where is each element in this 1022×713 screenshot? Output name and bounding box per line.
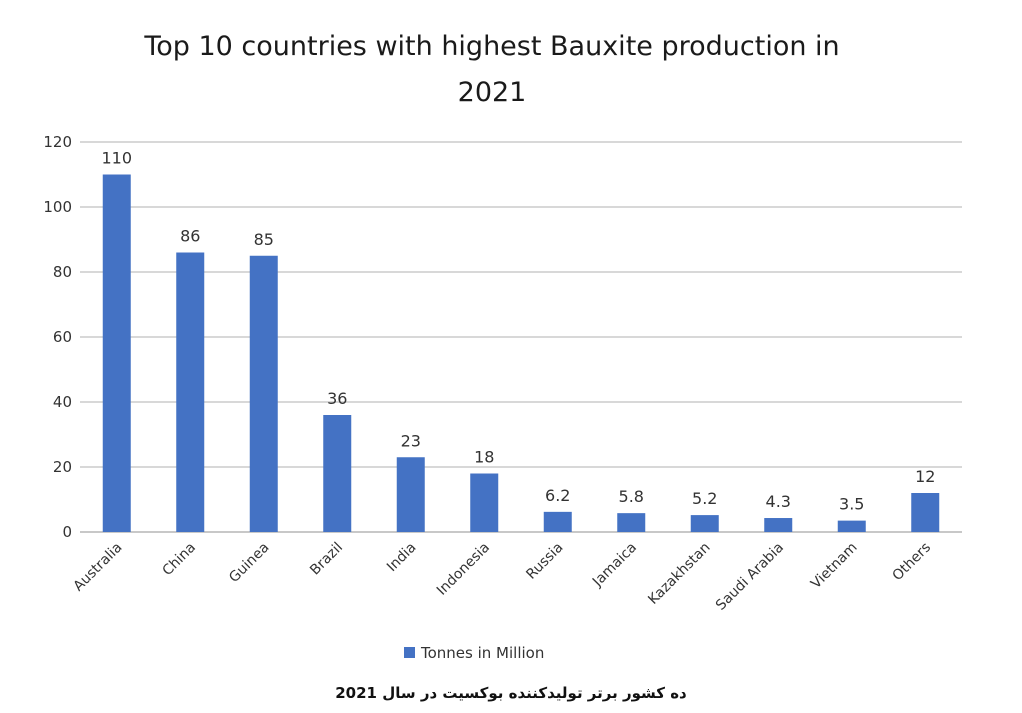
- bar: [837, 520, 866, 532]
- bar: [617, 513, 646, 532]
- chart-title-line-1: Top 10 countries with highest Bauxite pr…: [143, 31, 839, 62]
- data-label: 110: [101, 149, 132, 168]
- category-label: India: [384, 540, 420, 576]
- legend-label: Tonnes in Million: [420, 644, 544, 662]
- data-label: 18: [474, 448, 494, 467]
- bar: [764, 518, 793, 532]
- y-tick-label: 80: [53, 263, 72, 281]
- bar: [543, 511, 572, 532]
- legend: Tonnes in Million: [404, 644, 544, 662]
- y-tick-label: 20: [53, 458, 72, 476]
- category-label: Kazakhstan: [645, 540, 713, 608]
- category-label: Vietnam: [808, 540, 861, 593]
- bars: [102, 174, 940, 532]
- category-label: China: [159, 540, 199, 580]
- bar: [176, 252, 205, 532]
- y-tick-label: 0: [62, 523, 72, 541]
- bar: [396, 457, 425, 532]
- data-label: 4.3: [766, 492, 791, 511]
- data-label: 86: [180, 227, 200, 246]
- category-label: Jamaica: [589, 540, 640, 591]
- legend-swatch: [404, 647, 415, 658]
- x-axis-category-labels: Australia China Guinea Brazil India Indonesia…: [70, 540, 934, 614]
- data-label: 5.8: [619, 487, 644, 506]
- data-label: 85: [254, 230, 274, 249]
- y-tick-label: 40: [53, 393, 72, 411]
- data-labels: 110 86 85 36 23 18 6.2 5.8 5.2 4.3 3.5 12: [101, 149, 935, 514]
- category-label: Guinea: [226, 540, 272, 586]
- category-label: Australia: [70, 540, 125, 595]
- chart-title-line-2: 2021: [458, 77, 527, 108]
- bar-chart: Top 10 countries with highest Bauxite pr…: [43, 31, 962, 662]
- data-label: 23: [401, 431, 421, 450]
- bar: [102, 174, 131, 532]
- category-label: Indonesia: [434, 540, 493, 599]
- data-label: 3.5: [839, 495, 864, 514]
- y-tick-label: 120: [43, 133, 72, 151]
- category-label: Brazil: [307, 540, 346, 579]
- y-tick-label: 60: [53, 328, 72, 346]
- bar: [249, 255, 278, 532]
- data-label: 36: [327, 389, 347, 408]
- data-label: 6.2: [545, 486, 570, 505]
- bar: [911, 493, 940, 532]
- bar: [690, 515, 719, 532]
- y-axis-tick-labels: 0 20 40 60 80 100 120: [43, 133, 72, 541]
- category-label: Russia: [523, 540, 566, 583]
- y-tick-label: 100: [43, 198, 72, 216]
- bar: [323, 415, 352, 532]
- data-label: 12: [915, 467, 935, 486]
- figure-caption: ده کشور برتر تولیدکننده بوکسیت در سال 20…: [335, 684, 687, 702]
- bar: [470, 473, 499, 532]
- data-label: 5.2: [692, 489, 717, 508]
- category-label: Saudi Arabia: [713, 540, 787, 614]
- category-label: Others: [889, 540, 934, 585]
- gridlines: [80, 141, 962, 533]
